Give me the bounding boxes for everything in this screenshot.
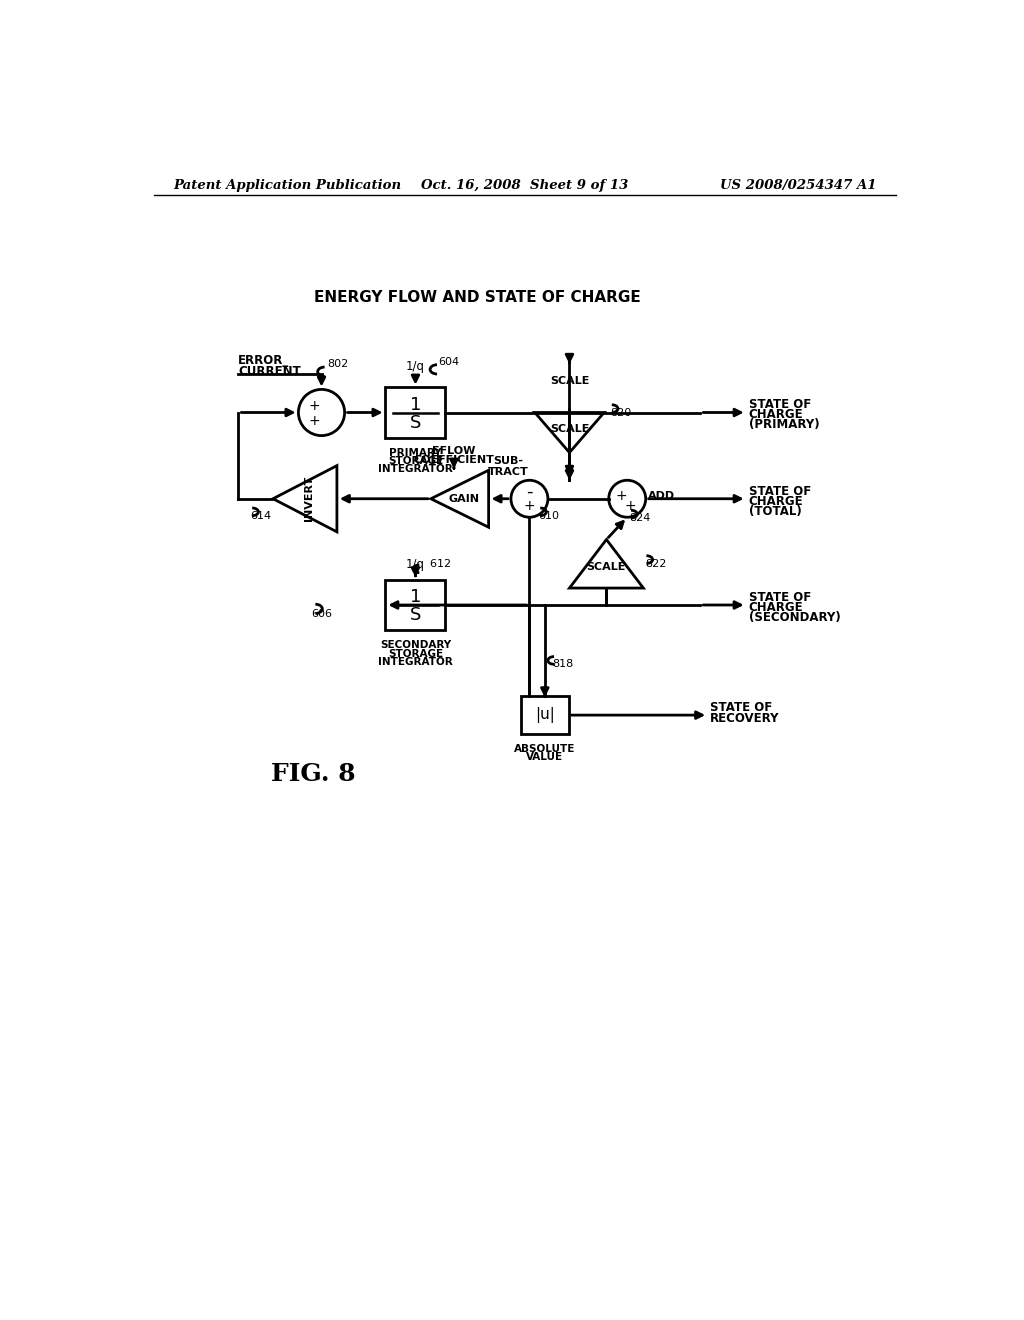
Text: CURRENT: CURRENT — [239, 366, 301, 379]
Text: FIG. 8: FIG. 8 — [270, 763, 355, 787]
Text: Oct. 16, 2008  Sheet 9 of 13: Oct. 16, 2008 Sheet 9 of 13 — [421, 178, 629, 191]
Text: 824: 824 — [630, 513, 651, 523]
Text: 604: 604 — [438, 358, 460, 367]
Bar — [521, 696, 568, 734]
Text: 822: 822 — [645, 560, 667, 569]
Text: SECONDARY: SECONDARY — [380, 640, 451, 649]
Text: ADD: ADD — [648, 491, 675, 500]
Text: 802: 802 — [327, 359, 348, 370]
Text: +: + — [625, 499, 636, 513]
Text: COEFFICIENT: COEFFICIENT — [414, 455, 495, 465]
Text: 610: 610 — [539, 511, 560, 521]
Text: ABSOLUTE: ABSOLUTE — [514, 743, 575, 754]
Text: -: - — [526, 483, 532, 500]
Text: +: + — [523, 499, 536, 513]
Text: INTEGRATOR: INTEGRATOR — [378, 465, 453, 474]
Text: (SECONDARY): (SECONDARY) — [749, 611, 841, 624]
Text: +: + — [615, 488, 627, 503]
Text: SCALE: SCALE — [550, 376, 589, 385]
Text: 614: 614 — [250, 511, 271, 521]
Text: 1: 1 — [410, 396, 421, 413]
Text: INTEGRATOR: INTEGRATOR — [378, 657, 453, 667]
Bar — [385, 579, 445, 630]
Text: PRIMARY: PRIMARY — [389, 447, 441, 458]
Text: +: + — [309, 414, 321, 428]
Text: ERROR_: ERROR_ — [239, 354, 290, 367]
Text: CHARGE: CHARGE — [749, 601, 804, 614]
Text: VALUE: VALUE — [526, 752, 563, 762]
Text: SUB-
TRACT: SUB- TRACT — [487, 455, 528, 478]
Text: |u|: |u| — [535, 708, 555, 723]
Text: EFLOW: EFLOW — [432, 446, 475, 455]
Text: ENERGY FLOW AND STATE OF CHARGE: ENERGY FLOW AND STATE OF CHARGE — [313, 289, 640, 305]
Text: 612: 612 — [423, 560, 452, 569]
Text: GAIN: GAIN — [449, 494, 479, 504]
Text: Patent Application Publication: Patent Application Publication — [173, 178, 401, 191]
Text: STATE OF: STATE OF — [711, 701, 773, 714]
Text: 1/q: 1/q — [406, 360, 425, 372]
Text: S: S — [410, 606, 421, 624]
Text: STATE OF: STATE OF — [749, 484, 811, 498]
Text: S: S — [410, 413, 421, 432]
Text: SCALE: SCALE — [587, 562, 626, 572]
Text: 606: 606 — [311, 610, 333, 619]
Text: (PRIMARY): (PRIMARY) — [749, 418, 819, 432]
Text: STATE OF: STATE OF — [749, 591, 811, 603]
Text: 1: 1 — [410, 589, 421, 606]
Bar — [385, 388, 445, 437]
Text: SCALE: SCALE — [550, 425, 589, 434]
Text: 1/q: 1/q — [406, 557, 425, 570]
Text: US 2008/0254347 A1: US 2008/0254347 A1 — [720, 178, 877, 191]
Text: STORAGE: STORAGE — [388, 455, 443, 466]
Text: STATE OF: STATE OF — [749, 399, 811, 412]
Text: STORAGE: STORAGE — [388, 648, 443, 659]
Text: RECOVERY: RECOVERY — [711, 713, 780, 726]
Text: 818: 818 — [553, 659, 573, 669]
Text: (TOTAL): (TOTAL) — [749, 504, 802, 517]
Text: 820: 820 — [610, 408, 632, 417]
Text: CHARGE: CHARGE — [749, 408, 804, 421]
Text: CHARGE: CHARGE — [749, 495, 804, 508]
Text: INVERT: INVERT — [304, 477, 313, 521]
Text: +: + — [309, 399, 321, 413]
